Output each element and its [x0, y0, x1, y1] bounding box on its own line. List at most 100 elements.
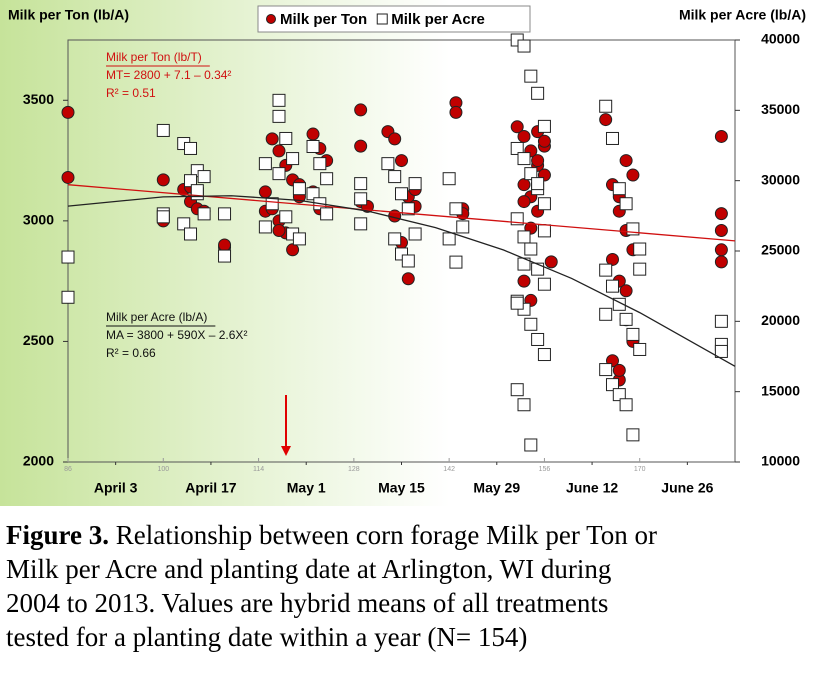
point [354, 139, 368, 153]
y2-tick-label: 20000 [761, 312, 800, 328]
caption-line: Milk per Acre and planting date at Arlin… [6, 554, 612, 584]
point [184, 174, 198, 188]
point [184, 227, 198, 241]
point [292, 182, 306, 196]
point [619, 154, 633, 168]
point [279, 210, 293, 224]
point [626, 428, 640, 442]
point [177, 217, 191, 231]
annotation-text: R² = 0.51 [106, 86, 156, 100]
y2-tick-label: 30000 [761, 171, 800, 187]
point [626, 168, 640, 182]
x-tick-label: 170 [634, 466, 646, 473]
point [633, 262, 647, 276]
point [531, 332, 545, 346]
point [408, 227, 422, 241]
point [714, 243, 728, 257]
point [354, 177, 368, 191]
point [184, 141, 198, 155]
point [605, 378, 619, 392]
point [619, 284, 633, 298]
point [524, 317, 538, 331]
point [510, 141, 524, 155]
point [537, 348, 551, 362]
point [286, 243, 300, 257]
y2-axis-title: Milk per Acre (lb/A) [679, 7, 806, 23]
point [599, 99, 613, 113]
point [449, 105, 463, 119]
point [619, 398, 633, 412]
point [408, 177, 422, 191]
point [272, 144, 286, 158]
annotations: Milk per Ton (lb/T) MT= 2800 + 7.1 – 0.34… [106, 50, 247, 360]
date-tick-label: April 17 [185, 480, 237, 496]
y-tick-label: 3500 [23, 91, 54, 107]
trend-line [67, 195, 736, 367]
point [605, 279, 619, 293]
point [626, 327, 640, 341]
point [714, 207, 728, 221]
point [510, 383, 524, 397]
point [388, 232, 402, 246]
point [292, 232, 306, 246]
point [306, 187, 320, 201]
point [388, 170, 402, 184]
x-tick-label: 156 [539, 466, 551, 473]
legend-marker [266, 14, 276, 24]
point [286, 152, 300, 166]
chart-background [0, 0, 818, 506]
point [442, 232, 456, 246]
point [517, 230, 531, 244]
point [381, 157, 395, 171]
point [531, 86, 545, 100]
point [456, 220, 470, 234]
point [61, 105, 75, 119]
point [517, 195, 531, 209]
caption: Figure 3. Relationship between corn fora… [6, 518, 816, 654]
date-tick-label: June 26 [661, 480, 713, 496]
caption-label: Figure 3. [6, 520, 109, 550]
annotation-text: MT= 2800 + 7.1 – 0.34² [106, 68, 231, 82]
point [714, 314, 728, 328]
annotation-text: R² = 0.66 [106, 346, 156, 360]
point [544, 255, 558, 269]
date-tick-label: April 3 [94, 480, 138, 496]
y-axis-title: Milk per Ton (lb/A) [8, 7, 129, 23]
annotation-text: Milk per Acre (lb/A) [106, 310, 207, 324]
point [61, 290, 75, 304]
point [272, 167, 286, 181]
point [258, 157, 272, 171]
date-tick-label: May 1 [287, 480, 326, 496]
point [265, 132, 279, 146]
point [517, 398, 531, 412]
point [197, 170, 211, 184]
point [517, 152, 531, 166]
point [517, 274, 531, 288]
point [714, 224, 728, 238]
point [156, 123, 170, 137]
point [395, 154, 408, 168]
point [531, 262, 545, 276]
point [218, 238, 232, 252]
point [510, 296, 524, 310]
legend-box [257, 5, 531, 33]
point [537, 119, 551, 133]
point [537, 197, 551, 211]
caption-line: 2004 to 2013. Values are hybrid means of… [6, 588, 609, 618]
point [619, 197, 633, 211]
point [524, 69, 538, 83]
point [537, 224, 551, 238]
y2-tick-label: 25000 [761, 242, 800, 258]
y-tick-label: 2500 [23, 332, 54, 348]
point [599, 263, 613, 277]
x-tick-label: 114 [253, 466, 264, 473]
point [605, 131, 619, 145]
date-tick-label: May 29 [473, 480, 520, 496]
point [306, 127, 320, 141]
point [714, 344, 728, 358]
point [633, 242, 647, 256]
point [401, 254, 415, 268]
legend-marker [376, 13, 388, 25]
point [524, 438, 538, 452]
